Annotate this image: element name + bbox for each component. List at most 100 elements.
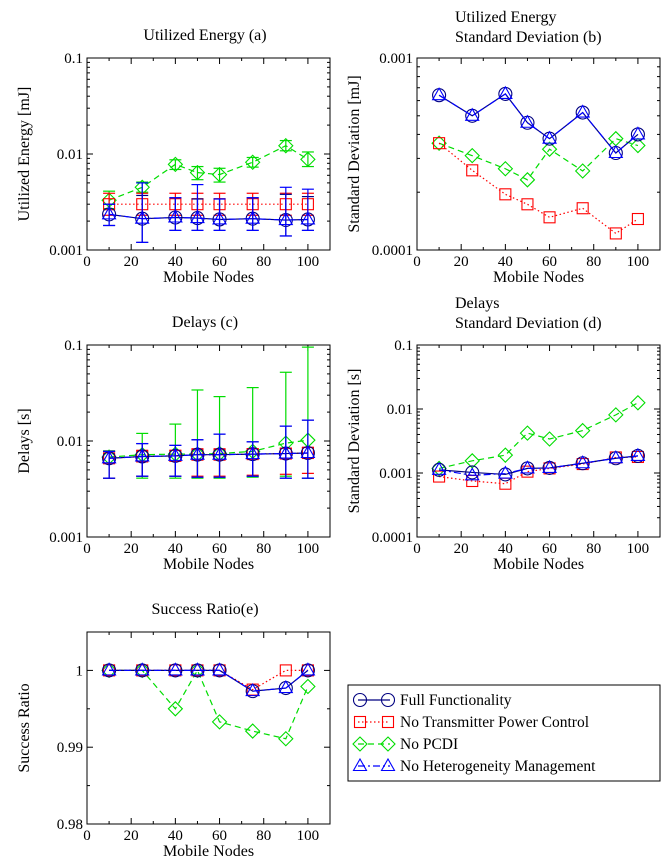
x-tick-label: 80 (256, 254, 271, 270)
x-tick-label: 60 (542, 541, 557, 557)
data-point (167, 701, 184, 717)
series-circle (102, 419, 315, 479)
data-point (497, 447, 514, 463)
chart-title: Utilized Energy (a) (143, 27, 266, 44)
data-point (499, 188, 512, 201)
x-tick-label: 80 (586, 541, 601, 557)
data-point (101, 206, 117, 220)
legend-label: No Transmitter Power Control (400, 714, 589, 731)
data-point (576, 202, 589, 215)
data-point (465, 465, 480, 480)
data-point (608, 144, 624, 159)
data-point (543, 211, 556, 224)
y-axis-label: Utilized Energy [mJ] (16, 87, 33, 222)
series-circle (432, 448, 645, 482)
data-point (431, 461, 447, 475)
data-point (519, 172, 536, 188)
data-point (212, 662, 227, 676)
data-point (466, 164, 479, 177)
data-point (167, 447, 183, 461)
series-line (438, 142, 639, 235)
legend-marker-start (352, 757, 368, 772)
y-tick-label: 0.0001 (372, 530, 413, 546)
y-tick-label: 0.01 (57, 147, 83, 163)
data-point (521, 198, 534, 211)
series-triangle (431, 85, 646, 159)
series-line (438, 455, 638, 476)
x-tick-label: 100 (627, 541, 650, 557)
data-point (167, 156, 184, 173)
x-tick-label: 60 (542, 254, 557, 270)
x-tick-label: 100 (297, 828, 320, 844)
x-tick-label: 100 (297, 254, 320, 270)
data-point (190, 662, 205, 676)
legend-entry: No Heterogeneity Management (352, 757, 596, 775)
y-tick-label: 0.01 (387, 402, 413, 418)
data-point (609, 227, 622, 240)
x-tick-label: 80 (256, 541, 271, 557)
data-point (542, 130, 557, 144)
data-point (575, 104, 591, 118)
y-tick-label: 0.01 (57, 434, 83, 450)
plot-frame (86, 631, 331, 825)
data-point (433, 137, 446, 150)
data-point (167, 662, 183, 676)
data-point (300, 151, 316, 168)
legend-marker-start (352, 692, 368, 708)
chart-title: Delays (455, 295, 499, 312)
plot-frame (86, 344, 331, 538)
data-point (519, 425, 536, 441)
series-triangle (101, 662, 316, 697)
chart-panel-e: Success Ratio(e) 0 20 40 60 80 100 0.98 0.99 1 Mob… (16, 601, 331, 860)
data-point (631, 212, 644, 226)
data-point (245, 683, 261, 697)
x-tick-label: 100 (627, 254, 650, 270)
series-line (438, 402, 639, 469)
data-point (574, 163, 591, 179)
series-line (109, 669, 309, 740)
plot-frame (86, 57, 331, 251)
x-tick-label: 20 (124, 541, 139, 557)
data-point (464, 107, 480, 121)
plot-frame (416, 57, 661, 251)
data-point (244, 723, 261, 739)
data-point (608, 450, 624, 464)
data-point (301, 664, 314, 677)
x-tick-label: 20 (124, 254, 139, 270)
x-tick-label: 40 (498, 541, 513, 557)
y-tick-label: 0.1 (64, 51, 83, 67)
legend-marker-start (353, 715, 367, 729)
data-point (630, 447, 646, 461)
legend-label: No Heterogeneity Management (400, 758, 596, 775)
data-point (279, 664, 292, 677)
data-point (300, 444, 316, 459)
data-point (101, 662, 117, 676)
y-tick-label: 0.98 (57, 817, 83, 833)
data-point (244, 154, 261, 171)
data-point (278, 137, 294, 154)
x-tick-label: 0 (83, 541, 91, 557)
x-tick-label: 0 (413, 541, 421, 557)
series-line (109, 669, 308, 691)
data-point (464, 467, 480, 481)
x-tick-label: 0 (83, 828, 91, 844)
y-tick-label: 0.0001 (372, 243, 413, 259)
y-axis-label: Delays [s] (16, 408, 33, 473)
series-line (109, 669, 309, 692)
data-point (300, 678, 316, 695)
x-axis-label: Mobile Nodes (493, 269, 584, 286)
data-point (278, 211, 294, 226)
data-point (300, 662, 316, 676)
data-point (212, 446, 227, 460)
chart-title: Success Ratio(e) (151, 601, 258, 618)
series-diamond (431, 130, 646, 188)
data-point (520, 460, 535, 474)
data-point (134, 448, 150, 462)
legend-entry: No Transmitter Power Control (353, 714, 589, 731)
y-tick-label: 1 (76, 663, 84, 679)
series-triangle (101, 419, 316, 479)
data-point (497, 160, 514, 177)
chart-panel-b: Utilized Energy Standard Deviation (b) 0 20… (346, 9, 661, 286)
x-tick-label: 60 (212, 254, 227, 270)
legend-label: No PCDI (400, 736, 458, 753)
